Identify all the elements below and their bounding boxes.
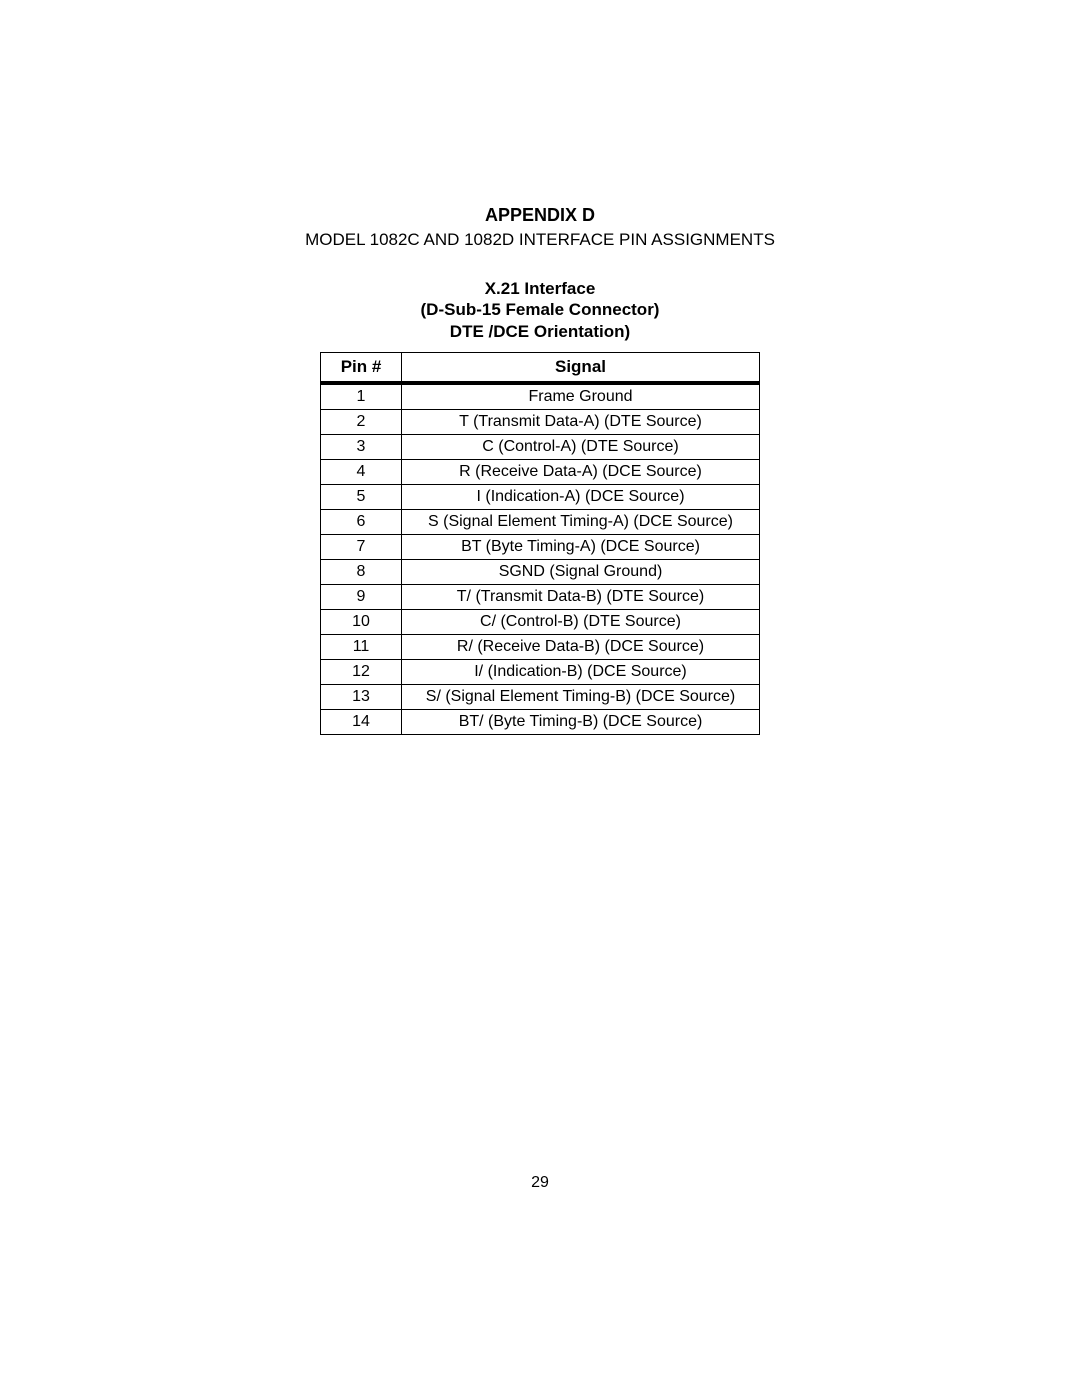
cell-signal: R/ (Receive Data-B) (DCE Source) <box>402 634 760 659</box>
cell-signal: SGND (Signal Ground) <box>402 559 760 584</box>
cell-pin: 3 <box>321 434 402 459</box>
cell-pin: 13 <box>321 684 402 709</box>
table-row: 6 S (Signal Element Timing-A) (DCE Sourc… <box>321 509 760 534</box>
cell-signal: I (Indication-A) (DCE Source) <box>402 484 760 509</box>
cell-signal: BT (Byte Timing-A) (DCE Source) <box>402 534 760 559</box>
cell-signal: S (Signal Element Timing-A) (DCE Source) <box>402 509 760 534</box>
cell-signal: C/ (Control-B) (DTE Source) <box>402 609 760 634</box>
cell-pin: 11 <box>321 634 402 659</box>
cell-signal: BT/ (Byte Timing-B) (DCE Source) <box>402 709 760 734</box>
cell-signal: T/ (Transmit Data-B) (DTE Source) <box>402 584 760 609</box>
cell-pin: 9 <box>321 584 402 609</box>
pin-assignment-table: Pin # Signal 1 Frame Ground 2 T (Transmi… <box>320 352 760 735</box>
cell-pin: 1 <box>321 383 402 410</box>
cell-signal: T (Transmit Data-A) (DTE Source) <box>402 409 760 434</box>
cell-pin: 14 <box>321 709 402 734</box>
cell-pin: 6 <box>321 509 402 534</box>
cell-pin: 10 <box>321 609 402 634</box>
table-row: 12 I/ (Indication-B) (DCE Source) <box>321 659 760 684</box>
cell-pin: 5 <box>321 484 402 509</box>
page: APPENDIX D MODEL 1082C AND 1082D INTERFA… <box>0 0 1080 1397</box>
caption-line-3: DTE /DCE Orientation) <box>450 322 630 341</box>
cell-pin: 2 <box>321 409 402 434</box>
table-row: 14 BT/ (Byte Timing-B) (DCE Source) <box>321 709 760 734</box>
table-header-row: Pin # Signal <box>321 352 760 383</box>
appendix-title: APPENDIX D <box>0 205 1080 226</box>
page-number: 29 <box>0 1174 1080 1192</box>
caption-line-2: (D-Sub-15 Female Connector) <box>421 300 660 319</box>
cell-signal: I/ (Indication-B) (DCE Source) <box>402 659 760 684</box>
cell-pin: 8 <box>321 559 402 584</box>
table-row: 8 SGND (Signal Ground) <box>321 559 760 584</box>
table-row: 7 BT (Byte Timing-A) (DCE Source) <box>321 534 760 559</box>
cell-pin: 7 <box>321 534 402 559</box>
cell-signal: S/ (Signal Element Timing-B) (DCE Source… <box>402 684 760 709</box>
page-subtitle: MODEL 1082C AND 1082D INTERFACE PIN ASSI… <box>0 230 1080 250</box>
table-body: 1 Frame Ground 2 T (Transmit Data-A) (DT… <box>321 383 760 735</box>
table-row: 11 R/ (Receive Data-B) (DCE Source) <box>321 634 760 659</box>
table-row: 4 R (Receive Data-A) (DCE Source) <box>321 459 760 484</box>
table-row: 3 C (Control-A) (DTE Source) <box>321 434 760 459</box>
caption-line-1: X.21 Interface <box>485 279 596 298</box>
col-header-pin: Pin # <box>321 352 402 383</box>
cell-signal: R (Receive Data-A) (DCE Source) <box>402 459 760 484</box>
table-row: 5 I (Indication-A) (DCE Source) <box>321 484 760 509</box>
cell-pin: 12 <box>321 659 402 684</box>
cell-pin: 4 <box>321 459 402 484</box>
cell-signal: C (Control-A) (DTE Source) <box>402 434 760 459</box>
table-row: 2 T (Transmit Data-A) (DTE Source) <box>321 409 760 434</box>
col-header-signal: Signal <box>402 352 760 383</box>
table-row: 13 S/ (Signal Element Timing-B) (DCE Sou… <box>321 684 760 709</box>
table-row: 1 Frame Ground <box>321 383 760 410</box>
table-caption: X.21 Interface (D-Sub-15 Female Connecto… <box>0 278 1080 342</box>
cell-signal: Frame Ground <box>402 383 760 410</box>
table-row: 9 T/ (Transmit Data-B) (DTE Source) <box>321 584 760 609</box>
table-row: 10 C/ (Control-B) (DTE Source) <box>321 609 760 634</box>
